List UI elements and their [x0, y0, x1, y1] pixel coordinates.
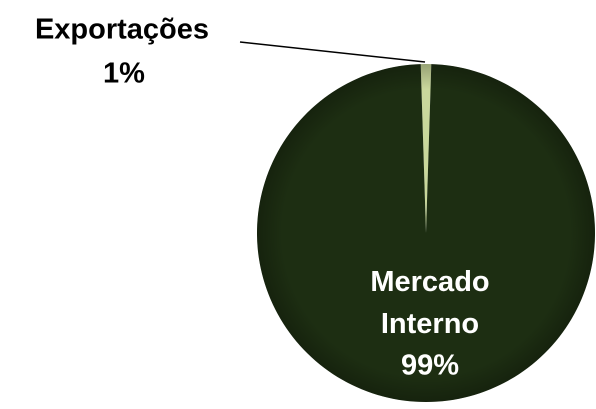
- leader-line: [239, 41, 426, 63]
- slice-label: Mercado Interno: [370, 266, 489, 340]
- pie-shade: [257, 64, 595, 402]
- slice-value-label: 1%: [103, 58, 145, 90]
- slice-label: Exportações: [35, 14, 209, 46]
- slice-value-label: 99%: [401, 350, 459, 382]
